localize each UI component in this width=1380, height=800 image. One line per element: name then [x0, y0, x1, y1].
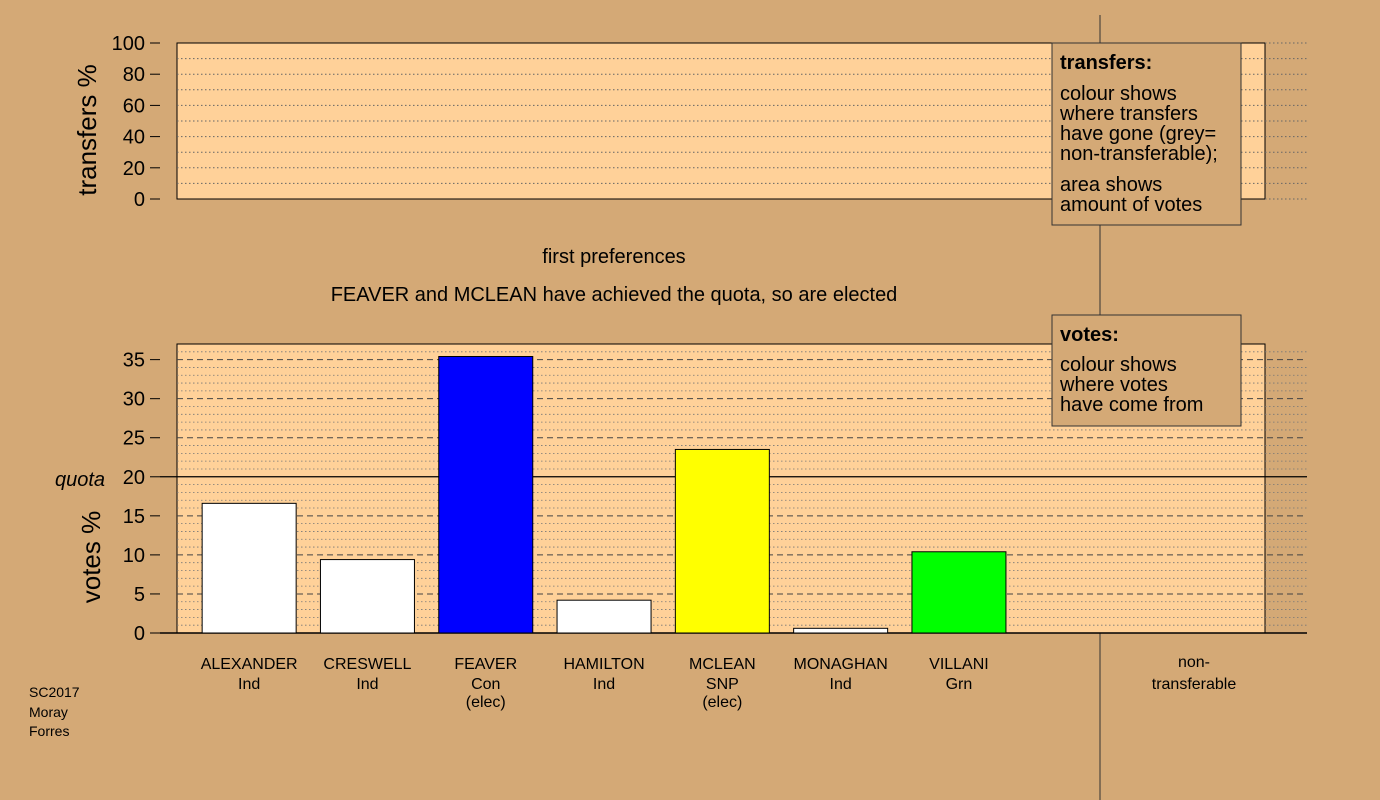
transfers-legend-line: area shows [1060, 174, 1162, 196]
candidate-name-label: FEAVER [454, 656, 517, 673]
transfers-y-tick-label: 20 [123, 158, 145, 180]
candidate-party-label: Ind [593, 676, 615, 693]
transfers-y-ticks: 0 20 40 60 80 100 [112, 33, 160, 211]
candidate-name-label: VILLANI [929, 656, 989, 673]
vote-bar [319, 559, 415, 634]
candidate-party-label: Ind [830, 676, 852, 693]
votes-legend: votes: colour shows where votes have com… [1051, 314, 1242, 427]
candidate-name-label: ALEXANDER [201, 656, 298, 673]
transfers-y-tick-label: 60 [123, 95, 145, 117]
transfers-legend-line: where transfers [1059, 103, 1198, 125]
votes-axis-label: votes % [76, 511, 106, 604]
candidate-party-label: SNP [706, 676, 739, 693]
transfers-legend-box [1051, 42, 1242, 226]
vote-bar [674, 448, 770, 634]
candidate-party-label: Grn [946, 676, 973, 693]
votes-y-tick-label: 20 [123, 467, 145, 489]
votes-y-tick-label: 35 [123, 350, 145, 372]
votes-y-tick-label: 5 [134, 584, 145, 606]
footer-line: Moray [29, 704, 68, 720]
votes-legend-box [1051, 314, 1242, 427]
votes-legend-title: votes: [1060, 324, 1119, 346]
votes-legend-line: have come from [1060, 394, 1203, 416]
votes-bars [201, 355, 1007, 634]
votes-legend-line: where votes [1059, 374, 1168, 396]
candidate-status-label: (elec) [466, 694, 506, 711]
candidate-party-label: Ind [238, 676, 260, 693]
candidate-party-label: Ind [356, 676, 378, 693]
transfers-y-tick-label: 80 [123, 64, 145, 86]
candidate-name-label: CRESWELL [323, 656, 411, 673]
vote-bar [793, 627, 889, 634]
transfers-legend-title: transfers: [1060, 52, 1152, 74]
transfers-y-tick-label: 100 [112, 33, 145, 55]
votes-y-tick-label: 0 [134, 623, 145, 645]
votes-panel: 0 5 10 15 20 25 30 35 ALEXANDER Ind CRESWELL Ind FE… [55, 343, 1307, 711]
candidate-labels: ALEXANDERIndCRESWELLIndFEAVERCon(elec)HA… [201, 656, 989, 711]
votes-y-tick-label: 10 [123, 545, 145, 567]
footer-line: Forres [29, 723, 69, 739]
candidate-status-label: (elec) [702, 694, 742, 711]
candidate-name-label: MONAGHAN [794, 656, 888, 673]
transfers-legend-line: have gone (grey= [1060, 123, 1216, 145]
votes-y-tick-label: 30 [123, 389, 145, 411]
vote-bar [201, 502, 297, 634]
votes-legend-line: colour shows [1060, 354, 1177, 376]
candidate-party-label: Con [471, 676, 500, 693]
transfers-y-tick-label: 40 [123, 127, 145, 149]
footer-line: SC2017 [29, 684, 80, 700]
transfers-legend-line: colour shows [1060, 83, 1177, 105]
quota-label: quota [55, 469, 105, 491]
transfers-y-tick-label: 0 [134, 189, 145, 211]
votes-y-tick-label: 15 [123, 506, 145, 528]
transfers-grid [177, 42, 1307, 200]
vote-bar [438, 355, 534, 634]
chart-subtitle: FEAVER and MCLEAN have achieved the quot… [331, 284, 898, 306]
transfers-legend-line: amount of votes [1060, 194, 1202, 216]
vote-bar [911, 551, 1007, 634]
non-transferable-label: transferable [1152, 676, 1237, 693]
transfers-legend-line: non-transferable); [1060, 143, 1218, 165]
vote-bar [556, 599, 652, 634]
votes-y-tick-label: 25 [123, 428, 145, 450]
transfers-legend: transfers: colour shows where transfers … [1051, 42, 1242, 226]
votes-y-ticks: 0 5 10 15 20 25 30 35 [123, 350, 160, 645]
candidate-name-label: MCLEAN [689, 656, 756, 673]
chart-title: first preferences [542, 246, 685, 268]
candidate-name-label: HAMILTON [563, 656, 644, 673]
transfers-axis-label: transfers % [72, 64, 102, 196]
non-transferable-label: non- [1178, 654, 1210, 671]
